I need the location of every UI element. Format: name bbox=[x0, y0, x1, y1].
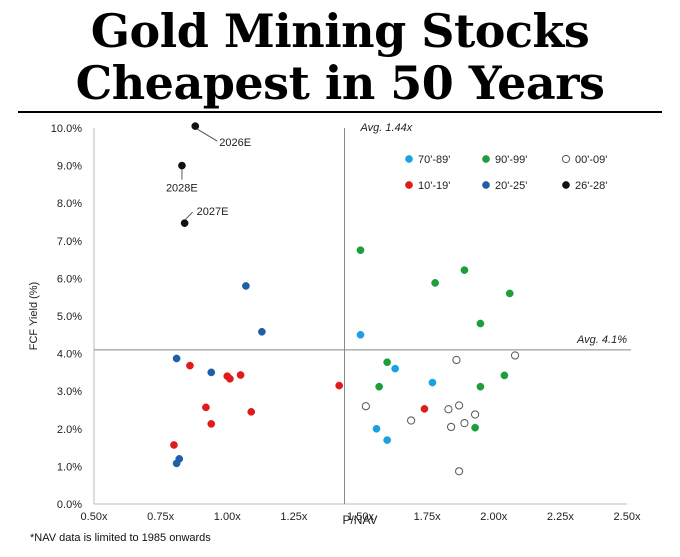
x-axis-label: P/NAV bbox=[342, 513, 377, 527]
y-tick-label: 7.0% bbox=[57, 236, 82, 248]
annotation-leader bbox=[197, 128, 218, 142]
legend-label: 00'-09' bbox=[575, 154, 607, 166]
x-tick-label: 1.75x bbox=[414, 511, 441, 523]
legend-label: 10'-19' bbox=[418, 180, 450, 192]
y-tick-label: 9.0% bbox=[57, 161, 82, 173]
avg-fcf-label: Avg. 4.1% bbox=[576, 334, 627, 346]
data-point bbox=[510, 351, 520, 360]
legend-label: 20'-25' bbox=[495, 180, 527, 192]
data-point bbox=[186, 361, 194, 370]
data-point bbox=[170, 441, 178, 449]
data-point bbox=[471, 423, 479, 432]
data-point bbox=[258, 327, 266, 336]
legend-label: 70'-89' bbox=[418, 154, 450, 166]
data-point bbox=[470, 410, 480, 419]
data-point bbox=[335, 381, 344, 390]
data-point bbox=[202, 403, 210, 412]
point-annotation: 2027E bbox=[197, 206, 229, 218]
avg-pnav-label: Avg. 1.44x bbox=[360, 122, 413, 134]
x-tick-label: 1.50x bbox=[347, 511, 374, 523]
data-point bbox=[178, 161, 186, 170]
data-point bbox=[356, 330, 365, 339]
chart-axes: 0.50x 0.75x 1.00x 1.25x 1.50x 1.75x 2.00x 2.25x… bbox=[51, 123, 641, 523]
x-tick-label: 0.50x bbox=[81, 511, 108, 523]
data-points: 2026E 2028E 2027E bbox=[166, 122, 520, 476]
y-tick-label: 2.0% bbox=[57, 424, 82, 436]
data-point bbox=[455, 401, 464, 410]
annotation-leader bbox=[185, 211, 193, 220]
x-tick-label: 0.75x bbox=[147, 511, 174, 523]
data-point bbox=[431, 279, 439, 287]
x-tick-label: 2.25x bbox=[547, 511, 574, 523]
point-annotation: 2026E bbox=[219, 137, 251, 149]
data-point bbox=[236, 371, 245, 379]
data-point bbox=[428, 378, 437, 387]
legend-marker bbox=[562, 181, 570, 189]
data-point bbox=[447, 422, 456, 432]
data-point bbox=[476, 382, 485, 391]
x-tick-label: 1.00x bbox=[214, 511, 241, 523]
legend-marker bbox=[482, 181, 490, 189]
chart-legend: 70'-89' 90'-99' 00'-09' 10'-19' 20'-25' 26'-2… bbox=[405, 154, 607, 192]
y-tick-label: 10.0% bbox=[51, 123, 82, 135]
x-tick-label: 2.50x bbox=[614, 511, 641, 523]
data-point bbox=[455, 467, 464, 476]
data-point bbox=[383, 358, 391, 367]
data-point bbox=[375, 382, 384, 391]
y-tick-label: 8.0% bbox=[57, 198, 82, 210]
legend-marker bbox=[405, 155, 413, 163]
data-point bbox=[247, 408, 256, 416]
data-point bbox=[226, 374, 234, 383]
y-tick-label: 0.0% bbox=[57, 499, 82, 511]
reference-lines: Avg. 1.44x Avg. 4.1% bbox=[94, 122, 631, 504]
data-point bbox=[444, 405, 453, 414]
data-point bbox=[420, 405, 429, 413]
legend-label: 90'-99' bbox=[495, 154, 527, 166]
data-point bbox=[460, 419, 469, 428]
headline-line-2: Cheapest in 50 Years bbox=[75, 56, 605, 110]
footnote: *NAV data is limited to 1985 onwards bbox=[30, 532, 211, 544]
y-tick-label: 4.0% bbox=[57, 349, 82, 361]
legend-marker bbox=[561, 154, 571, 164]
headline-divider bbox=[18, 111, 662, 113]
y-tick-label: 3.0% bbox=[57, 386, 82, 398]
data-point bbox=[180, 219, 189, 227]
data-point bbox=[476, 319, 485, 328]
legend-label: 26'-28' bbox=[575, 180, 607, 192]
legend-marker bbox=[405, 181, 413, 189]
y-tick-label: 1.0% bbox=[57, 461, 82, 473]
data-point bbox=[207, 368, 216, 377]
data-point bbox=[191, 122, 200, 130]
data-point bbox=[372, 424, 381, 433]
point-annotation: 2028E bbox=[166, 183, 198, 195]
data-point bbox=[500, 371, 509, 380]
data-point bbox=[391, 364, 399, 373]
y-tick-label: 5.0% bbox=[57, 311, 82, 323]
y-axis-label: FCF Yield (%) bbox=[28, 282, 40, 350]
x-tick-label: 2.00x bbox=[480, 511, 507, 523]
x-tick-label: 1.25x bbox=[280, 511, 307, 523]
data-point bbox=[356, 246, 365, 255]
data-point bbox=[383, 436, 391, 444]
data-point bbox=[505, 289, 514, 298]
data-point bbox=[207, 420, 216, 428]
data-point bbox=[460, 266, 469, 274]
data-point bbox=[407, 416, 416, 425]
data-point bbox=[361, 402, 370, 411]
data-point bbox=[172, 459, 181, 468]
y-tick-label: 6.0% bbox=[57, 273, 82, 285]
data-point bbox=[172, 354, 181, 363]
headline-line-1: Gold Mining Stocks bbox=[90, 4, 590, 58]
legend-marker bbox=[482, 155, 490, 163]
data-point bbox=[452, 355, 461, 365]
data-point bbox=[242, 282, 250, 290]
